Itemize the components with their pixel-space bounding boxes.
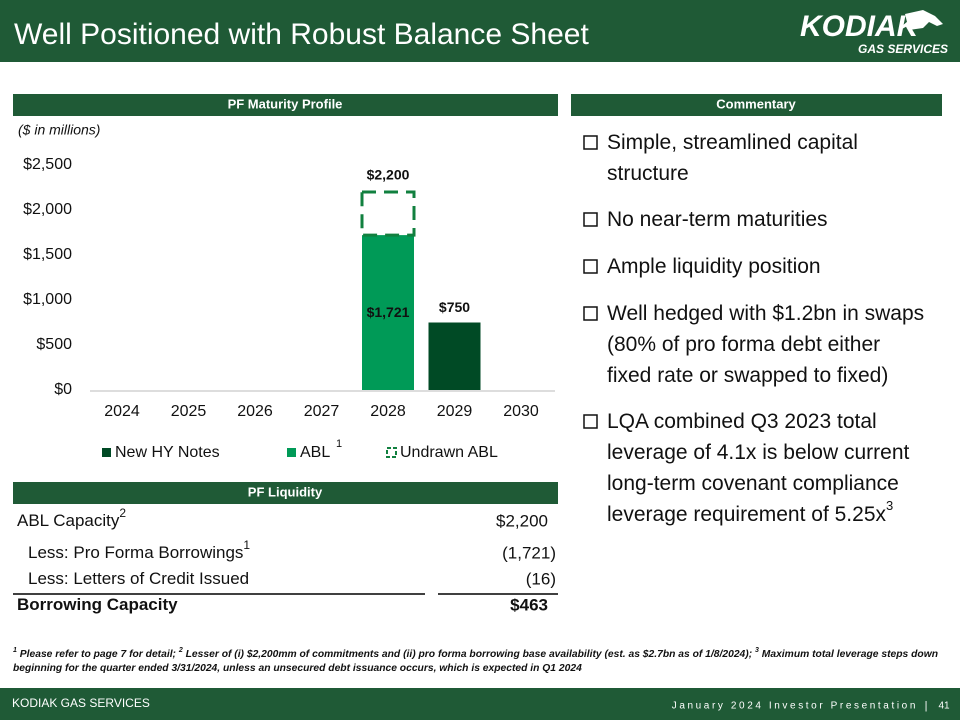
- x-tick-label: 2028: [370, 403, 406, 420]
- bullet-text: Simple, streamlined capital: [607, 131, 858, 154]
- footnote-text: Maximum total leverage steps down: [759, 649, 938, 660]
- row-value: $2,200: [496, 511, 548, 530]
- y-tick-label: $0: [54, 381, 72, 398]
- bar: [428, 322, 481, 390]
- superscript: 3: [886, 498, 893, 513]
- row-label-text: Less: Pro Forma Borrowings: [28, 543, 243, 562]
- superscript: 2: [178, 647, 183, 654]
- chart-subtitle: ($ in millions): [18, 122, 100, 138]
- x-tick-label: 2026: [237, 403, 273, 420]
- bullet-text: No near-term maturities: [607, 208, 828, 231]
- row-label-text: ABL Capacity: [17, 511, 120, 530]
- legend-swatch: [386, 447, 397, 458]
- panel-header: [571, 94, 942, 116]
- value-label: $750: [439, 299, 470, 315]
- x-tick-label: 2030: [503, 403, 539, 420]
- table-title: PF Liquidity: [248, 484, 323, 499]
- x-tick-label: 2025: [171, 403, 207, 420]
- footer-bar: [0, 688, 960, 720]
- x-tick-label: 2027: [304, 403, 340, 420]
- title-bar: [0, 0, 960, 62]
- superscript: 1: [13, 647, 17, 654]
- bullet-line: Simple, streamlined capital: [607, 131, 858, 154]
- bullet-text: LQA combined Q3 2023 total: [607, 410, 877, 433]
- footnote-text: Lesser of (i) $2,200mm of commitments an…: [183, 649, 755, 660]
- y-tick-label: $500: [36, 336, 72, 353]
- chart-title: PF Maturity Profile: [228, 96, 343, 111]
- legend-label: ABL: [300, 444, 330, 461]
- row-value: $463: [510, 595, 548, 614]
- legend-swatch: [287, 448, 296, 457]
- row-label-text: Borrowing Capacity: [17, 595, 178, 614]
- superscript: 1: [243, 538, 250, 552]
- bullet-text: leverage of 4.1x is below current: [607, 441, 909, 464]
- bar: [362, 235, 414, 390]
- page-number: 41: [938, 701, 950, 712]
- bullet-text: long-term covenant compliance: [607, 472, 899, 495]
- bullet-line: leverage of 4.1x is below current: [607, 441, 909, 464]
- total-label: $2,200: [367, 167, 410, 183]
- footnote-text: Please refer to page 7 for detail;: [17, 649, 179, 660]
- y-tick-label: $1,000: [23, 291, 72, 308]
- bullet-line: LQA combined Q3 2023 total: [607, 410, 877, 433]
- bullet-line: fixed rate or swapped to fixed): [607, 364, 888, 387]
- commentary-title: Commentary: [716, 96, 796, 111]
- y-tick-label: $2,500: [23, 156, 72, 173]
- bullet-line: leverage requirement of 5.25x: [607, 503, 886, 526]
- bullet-text: structure: [607, 162, 689, 185]
- row-label: Less: Pro Forma Borrowings1: [28, 538, 250, 562]
- bullet-line: No near-term maturities: [607, 208, 828, 231]
- row-label: Less: Letters of Credit Issued: [28, 569, 249, 588]
- legend-swatch: [102, 448, 111, 457]
- bar: [360, 190, 416, 237]
- footnote-text: beginning for the quarter ended 3/31/202…: [13, 663, 582, 674]
- bullet-line: long-term covenant compliance: [607, 472, 899, 495]
- y-tick-label: $1,500: [23, 246, 72, 263]
- legend-note: 1: [336, 438, 342, 450]
- x-tick-label: 2024: [104, 403, 140, 420]
- bullet-text: Well hedged with $1.2bn in swaps: [607, 302, 924, 325]
- superscript: 3: [755, 647, 759, 654]
- footnote: 1 Please refer to page 7 for detail; 2 L…: [13, 647, 938, 660]
- panel-header: [13, 94, 558, 116]
- bullet-box: [583, 135, 598, 150]
- row-label-text: Less: Letters of Credit Issued: [28, 569, 249, 588]
- bullet-text: Ample liquidity position: [607, 255, 821, 278]
- logo-text: KODIAK: [800, 10, 921, 43]
- footer-company: KODIAK GAS SERVICES: [12, 696, 150, 710]
- bullet-line: (80% of pro forma debt either: [607, 333, 880, 356]
- row-label: ABL Capacity2: [17, 506, 126, 530]
- bullet-text: fixed rate or swapped to fixed): [607, 364, 888, 387]
- slide-title: Well Positioned with Robust Balance Shee…: [14, 18, 589, 51]
- bullet-text: leverage requirement of 5.25x3: [607, 498, 893, 525]
- footer-presentation: January 2024 Investor Presentation: [672, 701, 918, 712]
- footnote: beginning for the quarter ended 3/31/202…: [13, 663, 582, 674]
- x-tick-label: 2029: [437, 403, 473, 420]
- row-value: (16): [526, 569, 556, 588]
- bullet-box: [583, 414, 598, 429]
- separator: |: [925, 700, 928, 712]
- logo-subtext: GAS SERVICES: [858, 42, 948, 56]
- bullet-line: structure: [607, 162, 689, 185]
- value-label: $1,721: [367, 304, 410, 320]
- panel-header: [13, 482, 558, 504]
- row-value: (1,721): [502, 543, 556, 562]
- bullet-line: Ample liquidity position: [607, 255, 821, 278]
- row-label: Borrowing Capacity: [17, 595, 178, 614]
- bullet-box: [583, 212, 598, 227]
- bullet-line: Well hedged with $1.2bn in swaps: [607, 302, 924, 325]
- bullet-box: [583, 306, 598, 321]
- superscript: 2: [119, 506, 126, 520]
- bullet-box: [583, 259, 598, 274]
- bullet-text: (80% of pro forma debt either: [607, 333, 880, 356]
- logo-icon: [905, 10, 943, 30]
- legend-label: Undrawn ABL: [400, 444, 498, 461]
- legend-label: New HY Notes: [115, 444, 220, 461]
- y-tick-label: $2,000: [23, 201, 72, 218]
